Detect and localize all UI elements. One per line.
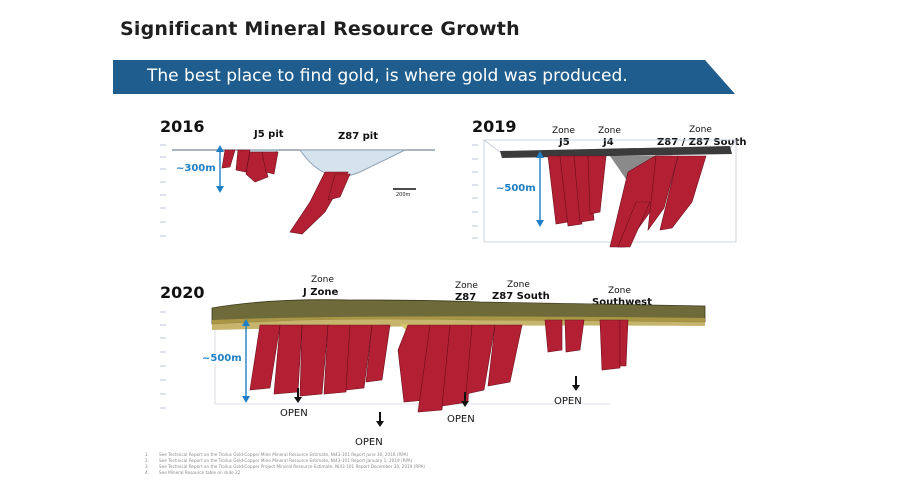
zone-sw-top: Zone — [608, 286, 631, 296]
label-z87-pit: Z87 pit — [338, 131, 379, 142]
zone-j5-label: J5 — [559, 137, 570, 148]
section-2016-graphic — [160, 144, 435, 237]
zone-z87s-top: Zone — [507, 280, 530, 290]
zone-j4-label: J4 — [603, 137, 614, 148]
depth-label-2019: ~500m — [496, 183, 536, 194]
label-j5-pit: J5 pit — [254, 129, 284, 140]
zone-j-label: J Zone — [303, 287, 339, 298]
section-2019-graphic — [472, 139, 737, 248]
footnote-2: 2. See Technical Report on the Troilus Go… — [145, 458, 413, 463]
zone-j5-top: Zone — [552, 126, 575, 136]
footnotes: 1. See Technical Report on the Troilus Go… — [145, 452, 425, 476]
year-label-2020: 2020 — [160, 283, 205, 302]
slide-title: Significant Mineral Resource Growth — [120, 18, 520, 40]
zone-z87-label: Z87 / Z87 South — [657, 137, 747, 148]
open-label-2: OPEN — [355, 437, 383, 448]
zone-j-top: Zone — [311, 275, 334, 285]
footnote-4: 4. See Mineral Resource table on slide 22 — [145, 470, 241, 475]
tagline-banner: The best place to find gold, is where go… — [113, 60, 735, 94]
zone-sw-label: Southwest — [592, 297, 652, 308]
panel-2019: 2019 Zone J5 Zone J4 Zone Z87 / Z87 Sout… — [460, 112, 750, 252]
panel-2020: 2020 Zone J Zone Zone Z87 Zone Z87 South… — [150, 270, 720, 450]
zone-z87-top-2020: Zone — [455, 281, 478, 291]
open-label-3: OPEN — [447, 414, 475, 425]
year-label-2019: 2019 — [472, 117, 517, 136]
depth-label-2020: ~500m — [202, 353, 242, 364]
open-label-4: OPEN — [554, 396, 582, 407]
year-label-2016: 2016 — [160, 117, 205, 136]
scale-label-2016: 200m — [396, 192, 411, 198]
footnote-1: 1. See Technical Report on the Troilus Go… — [145, 452, 409, 457]
zone-z87-label-2020: Z87 — [455, 292, 477, 303]
depth-label-2016: ~300m — [176, 163, 216, 174]
zone-z87s-label: Z87 South — [492, 291, 550, 302]
panel-2016: 2016 J5 pit Z87 pit — [150, 112, 450, 252]
zone-j4-top: Zone — [598, 126, 621, 136]
open-label-1: OPEN — [280, 408, 308, 419]
banner-background — [113, 60, 735, 94]
zone-z87-top: Zone — [689, 125, 712, 135]
footnote-3: 3. See Technical Report on the Troilus Go… — [145, 464, 426, 469]
section-2020-graphic — [160, 299, 706, 427]
banner-text: The best place to find gold, is where go… — [147, 66, 628, 86]
